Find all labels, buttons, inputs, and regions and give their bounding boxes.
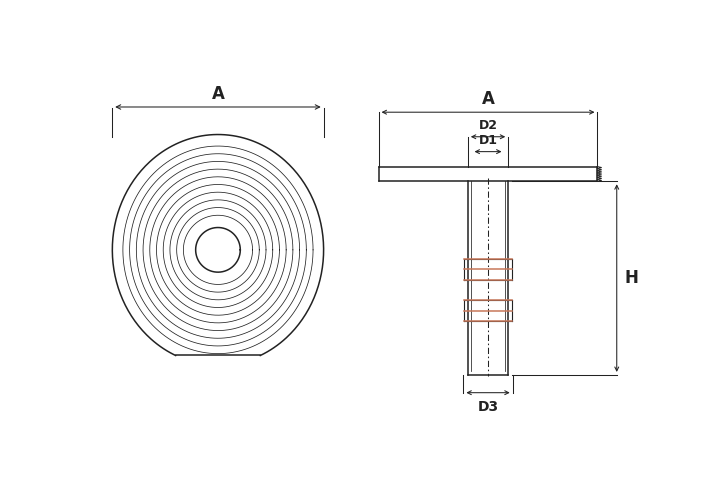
Text: D3: D3 bbox=[477, 400, 499, 414]
Text: D1: D1 bbox=[479, 134, 498, 147]
Text: A: A bbox=[212, 84, 225, 103]
Text: H: H bbox=[624, 269, 638, 287]
Text: A: A bbox=[482, 90, 495, 108]
Text: D2: D2 bbox=[479, 120, 498, 132]
